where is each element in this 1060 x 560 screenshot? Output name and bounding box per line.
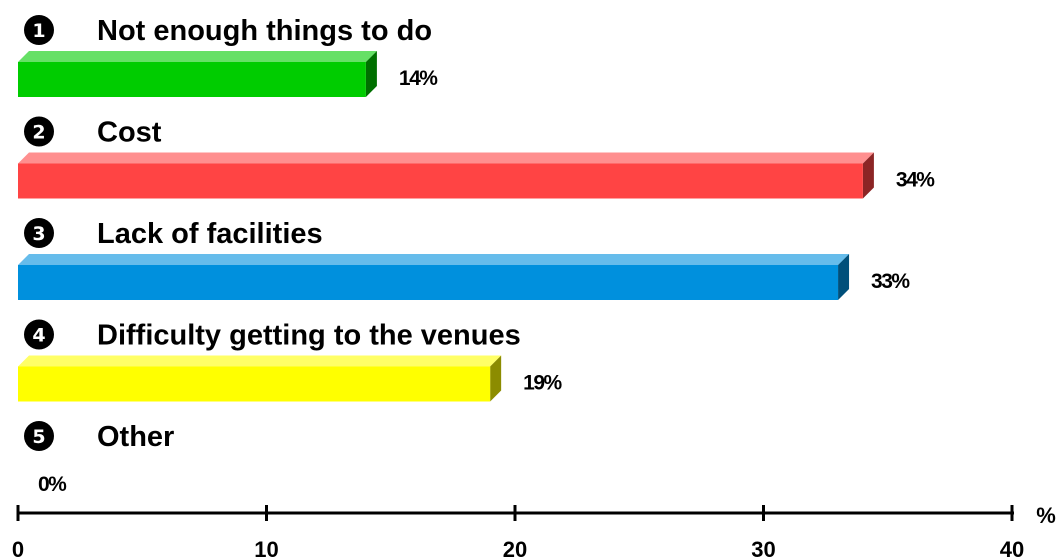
bar	[18, 355, 502, 402]
chart-rows: 1 Not enough things to do 14% 2 Cost 34% 3 Lack…	[18, 15, 937, 496]
row-number-badge: 1	[24, 15, 54, 45]
row-number-circle	[24, 319, 54, 350]
bar	[18, 254, 850, 300]
bar-top-face	[18, 51, 377, 62]
bar-front-face	[18, 265, 839, 300]
row-number-badge: 3	[24, 218, 54, 248]
bar-side-face	[838, 254, 850, 300]
x-tick-label: 20	[503, 537, 527, 560]
row-number-badge: 2	[24, 116, 54, 147]
row-number-circle	[24, 421, 54, 451]
row-number-text: 3	[32, 223, 45, 245]
x-tick-label: 40	[1000, 537, 1024, 560]
chart-row: 2 Cost 34%	[18, 116, 937, 199]
value-label: 19%	[523, 372, 562, 395]
bar-top-face	[18, 254, 850, 265]
bar-side-face	[862, 152, 874, 199]
category-label: Cost	[97, 117, 162, 149]
bar-front-face	[18, 366, 491, 402]
bar-top-face	[18, 152, 874, 164]
category-label: Difficulty getting to the venues	[97, 320, 521, 352]
row-number-circle	[24, 218, 54, 248]
x-tick-label: 30	[751, 537, 775, 560]
x-axis-unit-label: %	[1036, 503, 1056, 528]
x-axis: 0 10 20 30 40 %	[12, 503, 1056, 560]
row-number-circle	[24, 116, 54, 147]
category-label: Other	[97, 421, 174, 453]
bar-side-face	[490, 355, 502, 402]
bar-front-face	[18, 163, 863, 199]
row-number-circle	[24, 15, 54, 45]
value-label: 0%	[38, 473, 67, 496]
bar-front-face	[18, 62, 366, 97]
chart-row: 3 Lack of facilities 33%	[18, 218, 912, 300]
row-number-badge: 4	[24, 319, 54, 350]
row-number-text: 2	[32, 122, 45, 144]
x-tick-label: 0	[12, 537, 24, 560]
chart-row: 1 Not enough things to do 14%	[18, 15, 440, 97]
category-label: Lack of facilities	[97, 218, 323, 250]
row-number-text: 4	[32, 325, 45, 347]
chart-row: 5 Other 0%	[24, 421, 174, 496]
x-tick-label: 10	[254, 537, 278, 560]
value-label: 33%	[871, 270, 910, 293]
category-label: Not enough things to do	[97, 15, 432, 47]
bar	[18, 152, 874, 199]
x-axis-ticks: 0 10 20 30 40	[12, 505, 1024, 560]
value-label: 14%	[399, 67, 438, 90]
row-number-text: 5	[32, 426, 45, 448]
row-number-text: 1	[32, 20, 45, 42]
value-label: 34%	[896, 169, 935, 192]
bar-side-face	[365, 51, 377, 97]
row-number-badge: 5	[24, 421, 54, 451]
bar-top-face	[18, 355, 502, 367]
bar	[18, 51, 377, 97]
